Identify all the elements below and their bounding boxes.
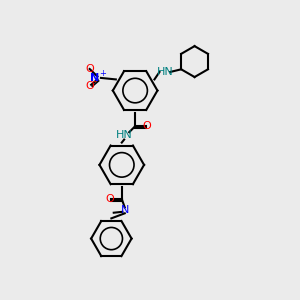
Text: O: O bbox=[85, 81, 94, 91]
Text: N: N bbox=[121, 205, 129, 215]
Text: HN: HN bbox=[116, 130, 133, 140]
Text: O: O bbox=[85, 64, 94, 74]
Text: -: - bbox=[92, 76, 96, 86]
Text: +: + bbox=[99, 69, 106, 78]
Text: O: O bbox=[105, 194, 114, 204]
Text: HN: HN bbox=[157, 67, 173, 77]
Text: N: N bbox=[90, 73, 100, 83]
Text: O: O bbox=[143, 121, 152, 131]
